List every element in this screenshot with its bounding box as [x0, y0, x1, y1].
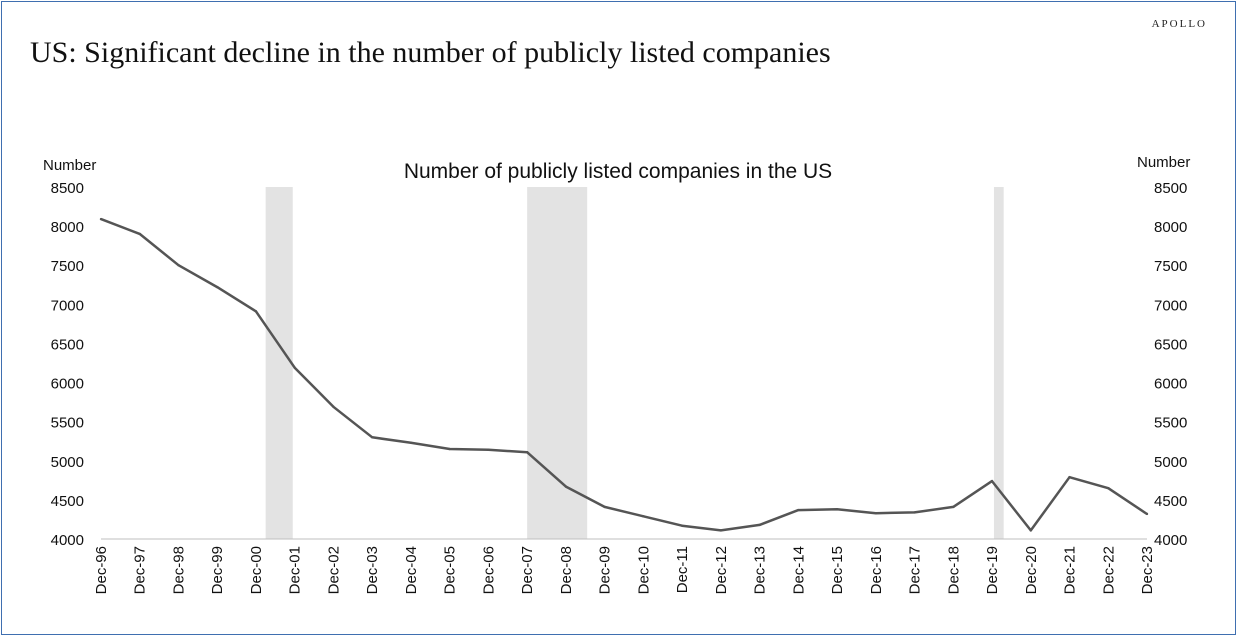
data-point-dec-22 [1107, 486, 1110, 490]
data-point-dec-03 [370, 436, 374, 439]
data-point-dec-07 [525, 450, 529, 454]
x-tick-label-dec-18: Dec-18 [945, 546, 962, 594]
data-point-dec-97 [138, 232, 141, 236]
data-point-dec-11 [680, 524, 684, 527]
x-tick-label-dec-05: Dec-05 [442, 546, 459, 594]
data-point-dec-18 [952, 505, 955, 509]
y-tick-right-7500: 7500 [1154, 258, 1187, 275]
y-tick-left-6000: 6000 [51, 376, 84, 393]
x-tick-label-dec-16: Dec-16 [868, 546, 885, 594]
x-tick-label-dec-14: Dec-14 [790, 546, 807, 594]
x-tick-label-dec-08: Dec-08 [558, 546, 575, 594]
data-point-dec-12 [719, 529, 723, 532]
data-point-dec-23 [1145, 512, 1149, 516]
data-point-dec-20 [1029, 529, 1032, 532]
data-point-dec-08 [564, 485, 568, 488]
x-tick-label-dec-98: Dec-98 [170, 546, 187, 594]
x-tick-label-dec-00: Dec-00 [248, 546, 265, 594]
data-point-dec-01 [293, 366, 296, 369]
y-tick-right-4000: 4000 [1154, 532, 1187, 549]
x-tick-label-dec-03: Dec-03 [364, 546, 381, 594]
y-tick-right-5500: 5500 [1154, 415, 1187, 432]
x-tick-label-dec-07: Dec-07 [519, 546, 536, 594]
recession-bands [265, 187, 1004, 539]
y-tick-right-6500: 6500 [1154, 336, 1187, 353]
x-tick-label-dec-19: Dec-19 [984, 546, 1001, 594]
y-tick-right-7000: 7000 [1154, 297, 1187, 314]
data-point-dec-99 [216, 285, 219, 289]
x-tick-label-dec-96: Dec-96 [93, 546, 110, 594]
x-tick-label-dec-12: Dec-12 [713, 546, 730, 594]
x-tick-label-dec-22: Dec-22 [1100, 546, 1117, 594]
y-tick-left-5000: 5000 [51, 454, 84, 471]
x-tick-label-dec-20: Dec-20 [1023, 546, 1040, 594]
data-point-dec-06 [487, 448, 490, 452]
x-tick-label-dec-09: Dec-09 [597, 546, 614, 594]
series-line-listed-companies [100, 217, 1148, 532]
x-tick-label-dec-99: Dec-99 [209, 546, 226, 594]
x-tick-label-dec-01: Dec-01 [287, 546, 304, 594]
y-axis-left: 4000 4500 5000 5500 6000 6500 7000 7500 8000 8500 [51, 180, 84, 549]
y-tick-left-7500: 7500 [51, 258, 84, 275]
y-axis-right: 4000 4500 5000 5500 6000 6500 7000 7500 8000 8500 [1154, 180, 1187, 549]
brand-logo-text: APOLLO [1151, 18, 1207, 30]
page-headline: US: Significant decline in the number of… [30, 36, 831, 69]
y-axis-label-right: Number [1137, 154, 1190, 171]
data-point-dec-98 [177, 264, 180, 267]
x-tick-label-dec-97: Dec-97 [132, 546, 149, 594]
y-axis-label-left: Number [43, 157, 96, 174]
data-point-dec-13 [758, 523, 761, 527]
x-tick-label-dec-17: Dec-17 [907, 546, 924, 594]
x-tick-label-dec-15: Dec-15 [829, 546, 846, 594]
data-point-dec-04 [409, 441, 413, 444]
x-tick-label-dec-10: Dec-10 [635, 546, 652, 594]
data-point-dec-21 [1068, 476, 1071, 479]
y-tick-right-8000: 8000 [1154, 219, 1187, 236]
y-tick-left-8000: 8000 [51, 219, 84, 236]
x-tick-label-dec-06: Dec-06 [480, 546, 497, 594]
y-tick-right-8500: 8500 [1154, 180, 1187, 197]
y-tick-right-5000: 5000 [1154, 454, 1187, 471]
data-point-dec-17 [913, 511, 916, 514]
data-point-dec-16 [874, 511, 878, 515]
data-point-dec-15 [835, 508, 839, 511]
data-point-dec-00 [254, 310, 258, 313]
data-point-dec-05 [448, 447, 451, 451]
data-point-dec-09 [603, 505, 606, 509]
y-tick-right-4500: 4500 [1154, 493, 1187, 510]
y-tick-left-5500: 5500 [51, 415, 84, 432]
y-tick-left-7000: 7000 [51, 297, 84, 314]
data-point-dec-02 [332, 405, 335, 409]
x-tick-label-dec-11: Dec-11 [674, 546, 691, 593]
recession-band-1 [265, 187, 293, 539]
x-tick-label-dec-02: Dec-02 [325, 546, 342, 594]
recession-band-2 [527, 187, 588, 539]
recession-band-3 [993, 187, 1004, 539]
chart-title: Number of publicly listed companies in t… [404, 160, 832, 183]
x-tick-label-dec-23: Dec-23 [1139, 546, 1156, 594]
x-tick-label-dec-04: Dec-04 [403, 546, 420, 594]
y-tick-left-8500: 8500 [51, 180, 84, 197]
data-point-dec-10 [642, 515, 645, 518]
x-tick-label-dec-21: Dec-21 [1062, 546, 1079, 594]
y-tick-right-6000: 6000 [1154, 376, 1187, 393]
series-points [99, 217, 1149, 532]
x-tick-label-dec-13: Dec-13 [752, 546, 769, 594]
y-tick-left-6500: 6500 [51, 336, 84, 353]
y-tick-left-4000: 4000 [51, 532, 84, 549]
x-axis: Dec-96 Dec-97 Dec-98 Dec-99 Dec-00 Dec-01 Dec-… [93, 546, 1156, 594]
data-point-dec-19 [990, 479, 994, 483]
y-tick-left-4500: 4500 [51, 493, 84, 510]
data-point-dec-96 [99, 217, 103, 221]
data-point-dec-14 [797, 508, 800, 512]
